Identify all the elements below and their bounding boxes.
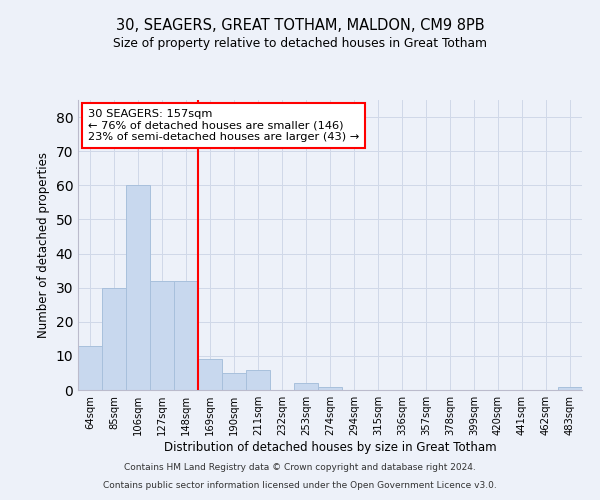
Bar — [246, 370, 270, 390]
Bar — [294, 383, 318, 390]
Bar — [558, 386, 582, 390]
Text: Contains HM Land Registry data © Crown copyright and database right 2024.: Contains HM Land Registry data © Crown c… — [124, 464, 476, 472]
Y-axis label: Number of detached properties: Number of detached properties — [37, 152, 50, 338]
Bar — [78, 346, 102, 390]
Bar — [102, 288, 126, 390]
X-axis label: Distribution of detached houses by size in Great Totham: Distribution of detached houses by size … — [164, 441, 496, 454]
Text: Size of property relative to detached houses in Great Totham: Size of property relative to detached ho… — [113, 38, 487, 51]
Text: 30, SEAGERS, GREAT TOTHAM, MALDON, CM9 8PB: 30, SEAGERS, GREAT TOTHAM, MALDON, CM9 8… — [116, 18, 484, 32]
Bar — [150, 281, 174, 390]
Bar — [222, 373, 246, 390]
Bar — [318, 386, 342, 390]
Bar — [174, 281, 198, 390]
Text: 30 SEAGERS: 157sqm
← 76% of detached houses are smaller (146)
23% of semi-detach: 30 SEAGERS: 157sqm ← 76% of detached hou… — [88, 108, 359, 142]
Text: Contains public sector information licensed under the Open Government Licence v3: Contains public sector information licen… — [103, 481, 497, 490]
Bar — [198, 360, 222, 390]
Bar — [126, 186, 150, 390]
